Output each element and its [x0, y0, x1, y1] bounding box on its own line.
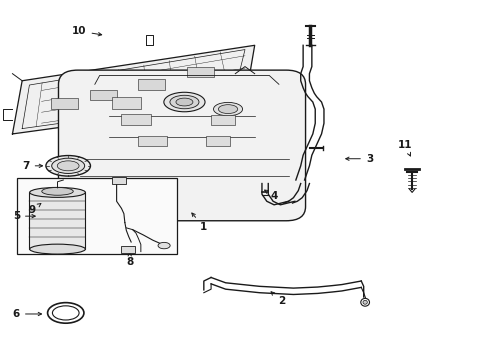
- Ellipse shape: [214, 102, 243, 116]
- Ellipse shape: [164, 92, 205, 112]
- Text: 5: 5: [13, 211, 35, 221]
- Bar: [90, 90, 117, 100]
- Polygon shape: [12, 45, 255, 134]
- Ellipse shape: [52, 158, 85, 174]
- Text: 7: 7: [23, 161, 43, 171]
- Ellipse shape: [363, 300, 368, 304]
- Ellipse shape: [57, 161, 79, 171]
- Bar: [29, 192, 85, 249]
- Ellipse shape: [361, 298, 369, 306]
- Bar: [51, 99, 78, 109]
- Ellipse shape: [176, 98, 193, 106]
- Bar: [138, 136, 168, 146]
- Bar: [187, 67, 214, 77]
- Text: 1: 1: [192, 213, 207, 232]
- Ellipse shape: [30, 188, 85, 197]
- Bar: [122, 246, 135, 253]
- Text: 8: 8: [126, 252, 133, 267]
- Bar: [206, 136, 230, 146]
- Text: 9: 9: [28, 203, 41, 215]
- Text: 3: 3: [346, 154, 373, 164]
- Text: 10: 10: [72, 26, 101, 36]
- Ellipse shape: [42, 188, 74, 195]
- Ellipse shape: [30, 244, 85, 254]
- Text: 11: 11: [397, 140, 412, 156]
- Ellipse shape: [46, 156, 91, 176]
- Bar: [211, 115, 235, 125]
- Ellipse shape: [170, 95, 199, 109]
- Bar: [138, 79, 165, 90]
- Bar: [112, 97, 141, 109]
- Ellipse shape: [48, 303, 84, 323]
- Bar: [122, 114, 150, 125]
- Ellipse shape: [219, 105, 238, 113]
- Text: 2: 2: [271, 292, 285, 306]
- Ellipse shape: [52, 306, 79, 320]
- Text: 6: 6: [13, 309, 42, 319]
- Text: 4: 4: [265, 190, 278, 201]
- Ellipse shape: [158, 242, 170, 249]
- Bar: [112, 177, 126, 184]
- Bar: [17, 178, 177, 255]
- FancyBboxPatch shape: [58, 70, 306, 221]
